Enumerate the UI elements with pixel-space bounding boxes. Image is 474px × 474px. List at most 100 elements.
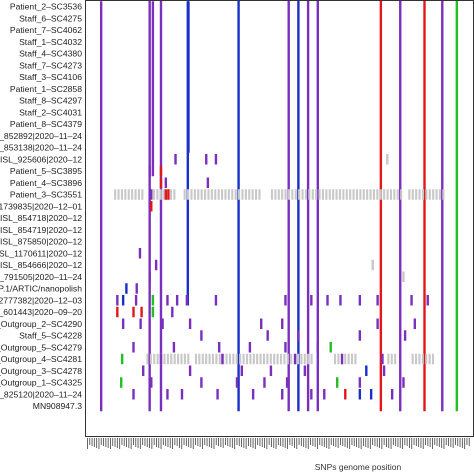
x-tick-mark — [312, 438, 314, 446]
x-tick-mark — [254, 438, 256, 449]
missing-cell — [283, 353, 286, 365]
row-label: Staff_8–SC4297 — [19, 96, 82, 106]
missing-cell — [231, 189, 234, 200]
missing-cell — [114, 189, 117, 200]
x-tick-mark — [340, 438, 341, 445]
missing-cell — [359, 189, 362, 200]
row-label: t_Outgroup_4–SC4281 — [0, 354, 82, 364]
missing-cell — [428, 353, 431, 365]
x-tick-mark — [369, 438, 371, 449]
missing-cell — [152, 189, 155, 200]
row-label: Patient_4–SC3896 — [10, 178, 82, 188]
x-tick-mark — [116, 438, 118, 448]
missing-cell — [415, 189, 418, 200]
x-tick-mark — [289, 438, 291, 445]
missing-cell — [207, 189, 210, 200]
x-tick-mark — [379, 438, 380, 448]
x-tick-mark — [146, 438, 148, 447]
x-tick-mark — [291, 438, 293, 446]
missing-cell — [333, 353, 337, 365]
snp-cell — [150, 377, 153, 388]
snp-span — [151, 1, 155, 177]
missing-cell — [369, 189, 372, 200]
x-tick-mark — [185, 438, 187, 446]
x-tick-mark — [197, 438, 199, 446]
snp-cell — [150, 201, 153, 212]
snp-cell — [142, 365, 145, 376]
snp-cell — [336, 377, 339, 388]
x-tick-mark — [296, 438, 298, 449]
x-tick-mark — [443, 438, 445, 449]
missing-cell — [411, 189, 414, 200]
row-label: _1739835|2020–12–01 — [0, 201, 82, 211]
x-tick-mark — [123, 438, 125, 446]
snp-cell — [161, 318, 164, 329]
snp-cell — [323, 389, 326, 400]
x-tick-mark — [307, 438, 309, 449]
x-tick-mark — [114, 438, 116, 447]
x-tick-mark — [110, 438, 111, 449]
missing-cell — [190, 189, 193, 200]
missing-cell — [298, 189, 301, 200]
snp-cell — [381, 353, 384, 365]
snp-cell — [376, 295, 379, 306]
missing-cell — [276, 353, 279, 365]
x-tick-mark — [103, 438, 104, 446]
x-tick-mark — [188, 438, 190, 447]
x-tick-mark — [330, 438, 332, 445]
snp-cell — [371, 259, 374, 271]
row-label: Patient_2–SC3536 — [10, 2, 82, 12]
x-tick-mark — [411, 438, 413, 449]
snp-cell — [340, 353, 344, 365]
row-label: t_Outgroup_1–SC4325 — [0, 378, 82, 388]
x-tick-mark — [418, 438, 420, 447]
x-tick-mark — [422, 438, 424, 449]
x-tick-mark — [287, 438, 288, 449]
missing-cell — [131, 189, 134, 200]
x-tick-mark — [434, 438, 436, 445]
missing-cell — [251, 189, 254, 200]
missing-cell — [215, 353, 218, 365]
x-tick-mark — [169, 438, 171, 448]
x-tick-mark — [399, 438, 401, 448]
row-label: Patient_1–SC2858 — [10, 84, 82, 94]
x-tick-mark — [93, 438, 95, 447]
row-label: Patient_5–SC3895 — [10, 166, 82, 176]
x-tick-mark — [310, 438, 311, 445]
x-tick-mark — [300, 438, 302, 446]
missing-cell — [217, 189, 220, 200]
missing-cell — [242, 353, 245, 365]
x-tick-mark — [395, 438, 397, 446]
x-tick-mark — [165, 438, 167, 446]
x-tick-mark — [445, 438, 447, 445]
row-label: Staff_2–SC4031 — [19, 107, 82, 117]
snp-column — [441, 1, 444, 412]
x-tick-mark — [190, 438, 192, 448]
x-tick-mark — [268, 438, 270, 445]
x-tick-mark — [231, 438, 233, 448]
missing-cell — [421, 353, 424, 365]
x-tick-mark — [438, 438, 440, 447]
snp-column — [423, 1, 426, 412]
row-label: _P.1/ARTIC/nanopolish — [0, 284, 82, 294]
missing-cell — [350, 353, 354, 365]
missing-cell — [166, 353, 169, 365]
x-tick-mark — [323, 438, 325, 447]
snp-cell — [135, 283, 138, 294]
x-tick-mark — [215, 438, 217, 445]
x-tick-mark — [119, 438, 121, 449]
missing-cell — [337, 353, 340, 365]
snp-cell — [284, 342, 287, 353]
snp-cell — [200, 377, 203, 388]
missing-cell — [418, 353, 421, 365]
missing-cell — [211, 353, 215, 365]
missing-cell — [208, 353, 211, 365]
missing-cell — [232, 353, 235, 365]
missing-cell — [274, 189, 277, 200]
x-tick-mark — [151, 438, 153, 449]
x-tick-mark — [386, 438, 387, 447]
x-tick-mark — [342, 438, 344, 446]
snp-cell — [221, 353, 224, 365]
missing-cell — [273, 353, 276, 365]
missing-cell — [325, 189, 328, 200]
